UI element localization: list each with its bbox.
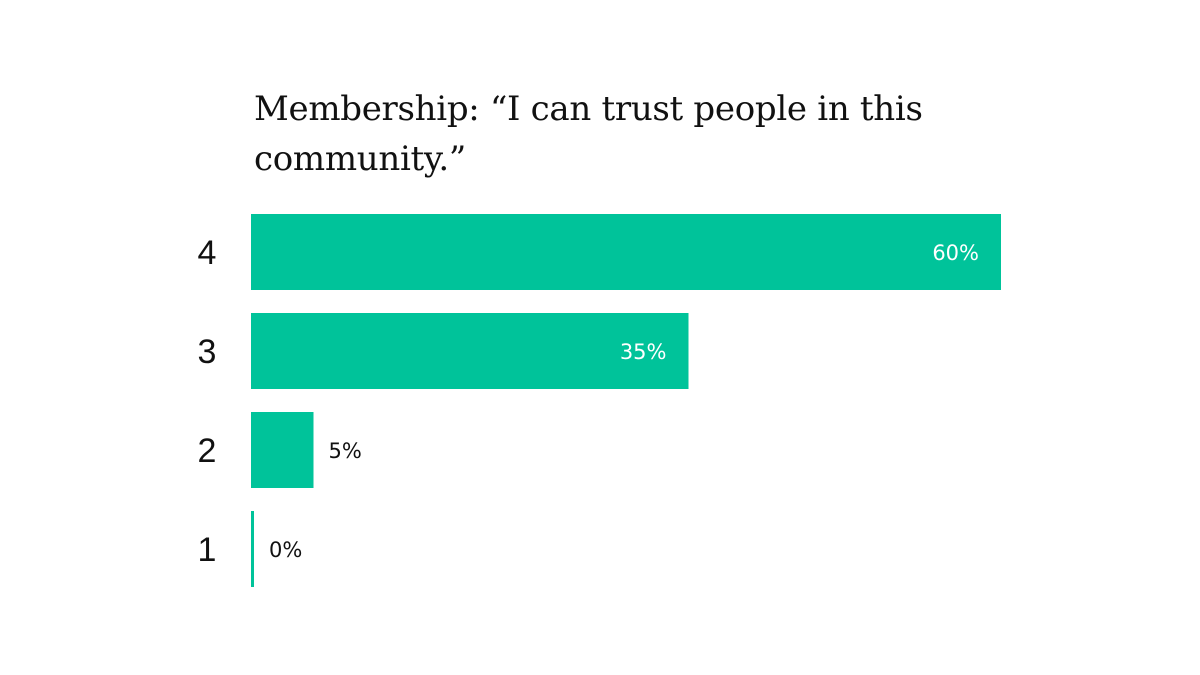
value-label-4: 60% [932, 241, 979, 265]
bar-1 [251, 511, 254, 587]
bar-3 [251, 313, 689, 389]
value-label-1: 0% [269, 538, 302, 562]
category-label-4: 4 [198, 234, 217, 272]
category-label-3: 3 [198, 333, 217, 371]
value-label-3: 35% [620, 340, 667, 364]
chart-title: Membership: “I can trust people in this … [254, 89, 923, 179]
bar-2 [251, 412, 314, 488]
value-label-2: 5% [329, 439, 362, 463]
bars-layer: 4 60% 3 35% 2 5% 1 0% [198, 214, 1001, 587]
bar-4 [251, 214, 1001, 290]
category-label-2: 2 [198, 432, 217, 470]
category-label-1: 1 [198, 531, 217, 569]
